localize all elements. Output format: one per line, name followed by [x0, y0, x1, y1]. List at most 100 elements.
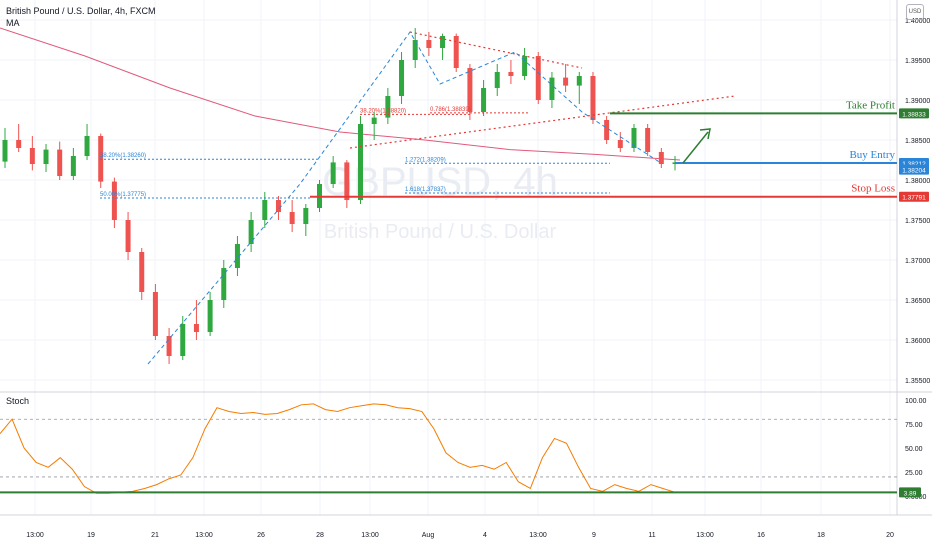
y-tick-label: 1.36500 [905, 298, 930, 305]
candle-body [303, 208, 309, 224]
price-badge: 1.37791 [902, 195, 926, 202]
x-tick-label: 26 [257, 532, 265, 539]
x-tick-label: 19 [87, 532, 95, 539]
candle-body [330, 162, 336, 184]
candle-body [84, 136, 90, 156]
candle-body [522, 56, 528, 76]
candle-body [234, 244, 240, 268]
candle-body [2, 140, 8, 162]
y-tick-label: 1.37500 [905, 218, 930, 225]
fib-level-label: 50.00%(1.37775) [100, 192, 146, 198]
candle-body [563, 77, 569, 86]
fib-level-label: 0.786(1.38839) [430, 107, 471, 113]
y-tick-label: 1.40000 [905, 18, 930, 25]
stoch-value-badge-bg [899, 487, 921, 498]
candle-body [412, 40, 418, 60]
candle-body [658, 152, 664, 164]
candle-body [16, 140, 22, 148]
fib-level-label: 38.20%(1.38820) [360, 108, 406, 114]
x-tick-label: 21 [151, 532, 159, 539]
stoch-value-badge: 3.89 [904, 490, 917, 497]
x-tick-label: 13:00 [195, 532, 213, 539]
level-label: Stop Loss [851, 183, 895, 195]
indicator-label: MA [6, 18, 20, 28]
candle-body [29, 148, 35, 164]
fib-level-label: 1.618(1.37837) [405, 187, 446, 193]
candle-body [617, 140, 623, 148]
candle-body [166, 336, 172, 356]
x-tick-label: 13:00 [529, 532, 547, 539]
candle-body [289, 212, 295, 224]
x-tick-label: 18 [817, 532, 825, 539]
arrow-head [699, 128, 711, 140]
candle-body [426, 40, 432, 48]
watermark-name: British Pound / U.S. Dollar [324, 221, 557, 243]
price-badge: 1.38212 [902, 161, 926, 168]
candle-body [604, 120, 610, 140]
trendline-upper [409, 31, 583, 69]
currency-badge[interactable]: USD [906, 4, 924, 20]
candle-body [207, 300, 213, 332]
x-tick-label: 4 [483, 532, 487, 539]
candle-body [399, 60, 405, 96]
candle-body [180, 324, 186, 356]
candle-body [221, 268, 227, 300]
candle-body [508, 72, 514, 76]
current-price-badge: 1.38204 [902, 168, 926, 175]
x-tick-label: 16 [757, 532, 765, 539]
x-tick-label: 13:00 [696, 532, 714, 539]
candle-body [57, 149, 63, 176]
stoch-y-tick: 100.00 [905, 398, 927, 405]
candle-body [631, 128, 637, 148]
ma-line [0, 27, 681, 161]
y-tick-label: 1.39000 [905, 98, 930, 105]
candle-body [440, 36, 446, 48]
x-tick-label: 9 [592, 532, 596, 539]
x-tick-label: 20 [886, 532, 894, 539]
y-tick-label: 1.39500 [905, 58, 930, 65]
candle-body [467, 68, 473, 112]
fib-level-label: 1.272(1.38209) [405, 157, 446, 163]
x-tick-label: 13:00 [26, 532, 44, 539]
candle-body [385, 96, 391, 118]
symbol-title: British Pound / U.S. Dollar, 4h, FXCM [6, 6, 156, 16]
x-tick-label: 28 [316, 532, 324, 539]
current-price-badge-bg [899, 164, 929, 175]
candle-body [494, 72, 500, 88]
candle-body [453, 36, 459, 68]
stoch-y-tick: 50.00 [905, 446, 923, 453]
y-tick-label: 1.37000 [905, 258, 930, 265]
candle-body [275, 200, 281, 212]
candle-body [248, 220, 254, 244]
candle-body [43, 149, 49, 164]
candle-body [125, 220, 131, 252]
candle-body [344, 162, 350, 200]
candle-body [262, 200, 268, 220]
fib-level-label: 38.20%(1.38260) [100, 153, 146, 159]
candle-body [193, 324, 199, 332]
stoch-y-tick: 75.00 [905, 422, 923, 429]
level-label: Take Profit [846, 99, 895, 111]
price-badge-bg [899, 108, 929, 119]
candle-body [590, 76, 596, 120]
candle-body [371, 117, 377, 124]
candle-body [549, 77, 555, 100]
candle-body [152, 292, 158, 336]
harmonic-pattern-line [147, 31, 661, 365]
candle-body [139, 252, 145, 292]
candle-body [576, 76, 582, 86]
candle-body [70, 156, 76, 176]
y-tick-label: 1.38000 [905, 178, 930, 185]
x-tick-label: Aug [422, 532, 435, 539]
candle-body [645, 128, 651, 152]
stoch-y-tick: 25.00 [905, 470, 923, 477]
stoch-y-tick: 0.0000 [905, 494, 927, 501]
arrow-shaft [682, 131, 709, 164]
y-tick-label: 1.35500 [905, 378, 930, 385]
y-tick-label: 1.38500 [905, 138, 930, 145]
stoch-pane-title: Stoch [6, 396, 30, 406]
candle-body [111, 181, 117, 220]
x-tick-label: 13:00 [361, 532, 379, 539]
